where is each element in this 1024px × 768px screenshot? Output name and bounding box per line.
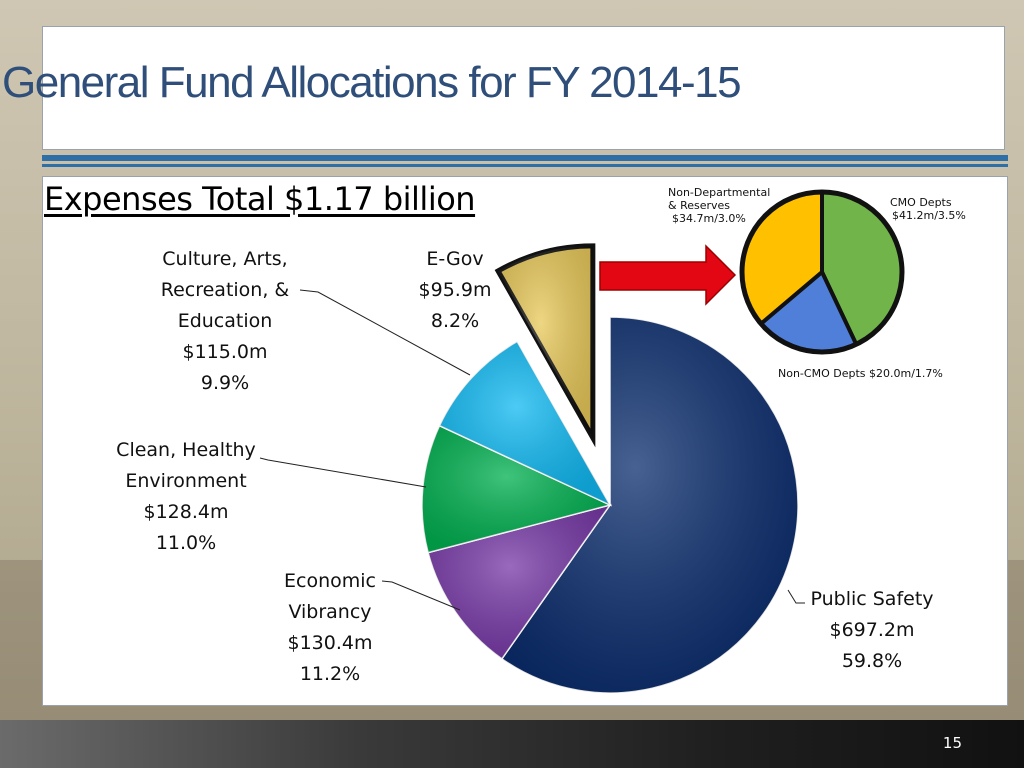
label-line: Non-CMO Depts $20.0m/1.7% (778, 367, 943, 380)
label-line: Culture, Arts, (162, 248, 288, 270)
label-line: $697.2m (829, 619, 915, 641)
label-line: Recreation, & (160, 279, 290, 301)
label-economic-vibrancy: Economic Vibrancy $130.4m 11.2% (270, 566, 390, 690)
detail-pie-outline (739, 189, 905, 355)
leader-lines (259, 289, 805, 611)
title-divider (42, 155, 1008, 161)
label-line: $115.0m (182, 341, 268, 363)
label-line: Economic (284, 570, 376, 592)
label-line: & Reserves (668, 199, 731, 212)
label-line: Environment (125, 470, 247, 492)
title-panel (42, 26, 1005, 150)
leader-culture-arts (299, 289, 471, 376)
label-line: Vibrancy (288, 601, 372, 623)
callout-arrow-shape (599, 244, 737, 306)
label-public-safety: Public Safety $697.2m 59.8% (800, 584, 944, 677)
leader-economic (381, 580, 461, 611)
page-number: 15 (942, 734, 962, 752)
footer-bar (0, 720, 1024, 768)
leader-clean-healthy (259, 457, 427, 488)
label-line: 8.2% (430, 310, 480, 332)
label-cmo-depts: CMO Depts $41.2m/3.5% (884, 196, 966, 222)
label-line: $95.9m (418, 279, 492, 301)
label-line: $130.4m (287, 632, 373, 654)
title-divider-thin (42, 164, 1008, 167)
leader-public-safety (787, 589, 805, 604)
label-line: E-Gov (426, 248, 484, 270)
label-line: 9.9% (200, 372, 250, 394)
label-line: $41.2m/3.5% (892, 209, 966, 222)
label-clean-healthy: Clean, Healthy Environment $128.4m 11.0% (104, 435, 268, 559)
label-line: Non-Departmental (668, 186, 771, 199)
label-line: $128.4m (143, 501, 229, 523)
slide-title: General Fund Allocations for FY 2014-15 (2, 58, 742, 107)
label-line: 59.8% (841, 650, 903, 672)
label-line: Clean, Healthy (116, 439, 256, 461)
label-non-departmental: Non-Departmental & Reserves $34.7m/3.0% (668, 186, 770, 225)
label-non-cmo-depts: Non-CMO Depts $20.0m/1.7% (778, 367, 943, 380)
label-line: Public Safety (810, 588, 934, 610)
slide-subtitle: Expenses Total $1.17 billion (44, 180, 476, 218)
label-line: 11.2% (299, 663, 361, 685)
detail-pie-chart (739, 189, 905, 355)
label-line: Education (177, 310, 273, 332)
label-line: 11.0% (155, 532, 217, 554)
label-egov: E-Gov $95.9m 8.2% (400, 244, 510, 337)
label-line: $34.7m/3.0% (672, 212, 746, 225)
callout-arrow (599, 244, 737, 306)
label-line: CMO Depts (890, 196, 952, 209)
label-culture-arts: Culture, Arts, Recreation, & Education $… (150, 244, 300, 399)
